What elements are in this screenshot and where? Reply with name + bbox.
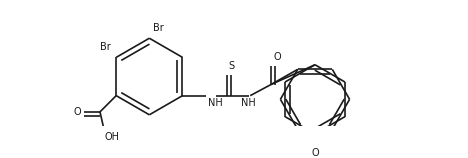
Text: OH: OH: [104, 132, 119, 142]
Text: NH: NH: [207, 98, 222, 108]
Text: Br: Br: [100, 42, 110, 52]
Text: O: O: [73, 107, 81, 117]
Text: S: S: [229, 61, 235, 71]
Text: O: O: [311, 148, 319, 158]
Text: Br: Br: [153, 23, 164, 33]
Text: NH: NH: [241, 98, 256, 108]
Text: O: O: [273, 52, 281, 62]
